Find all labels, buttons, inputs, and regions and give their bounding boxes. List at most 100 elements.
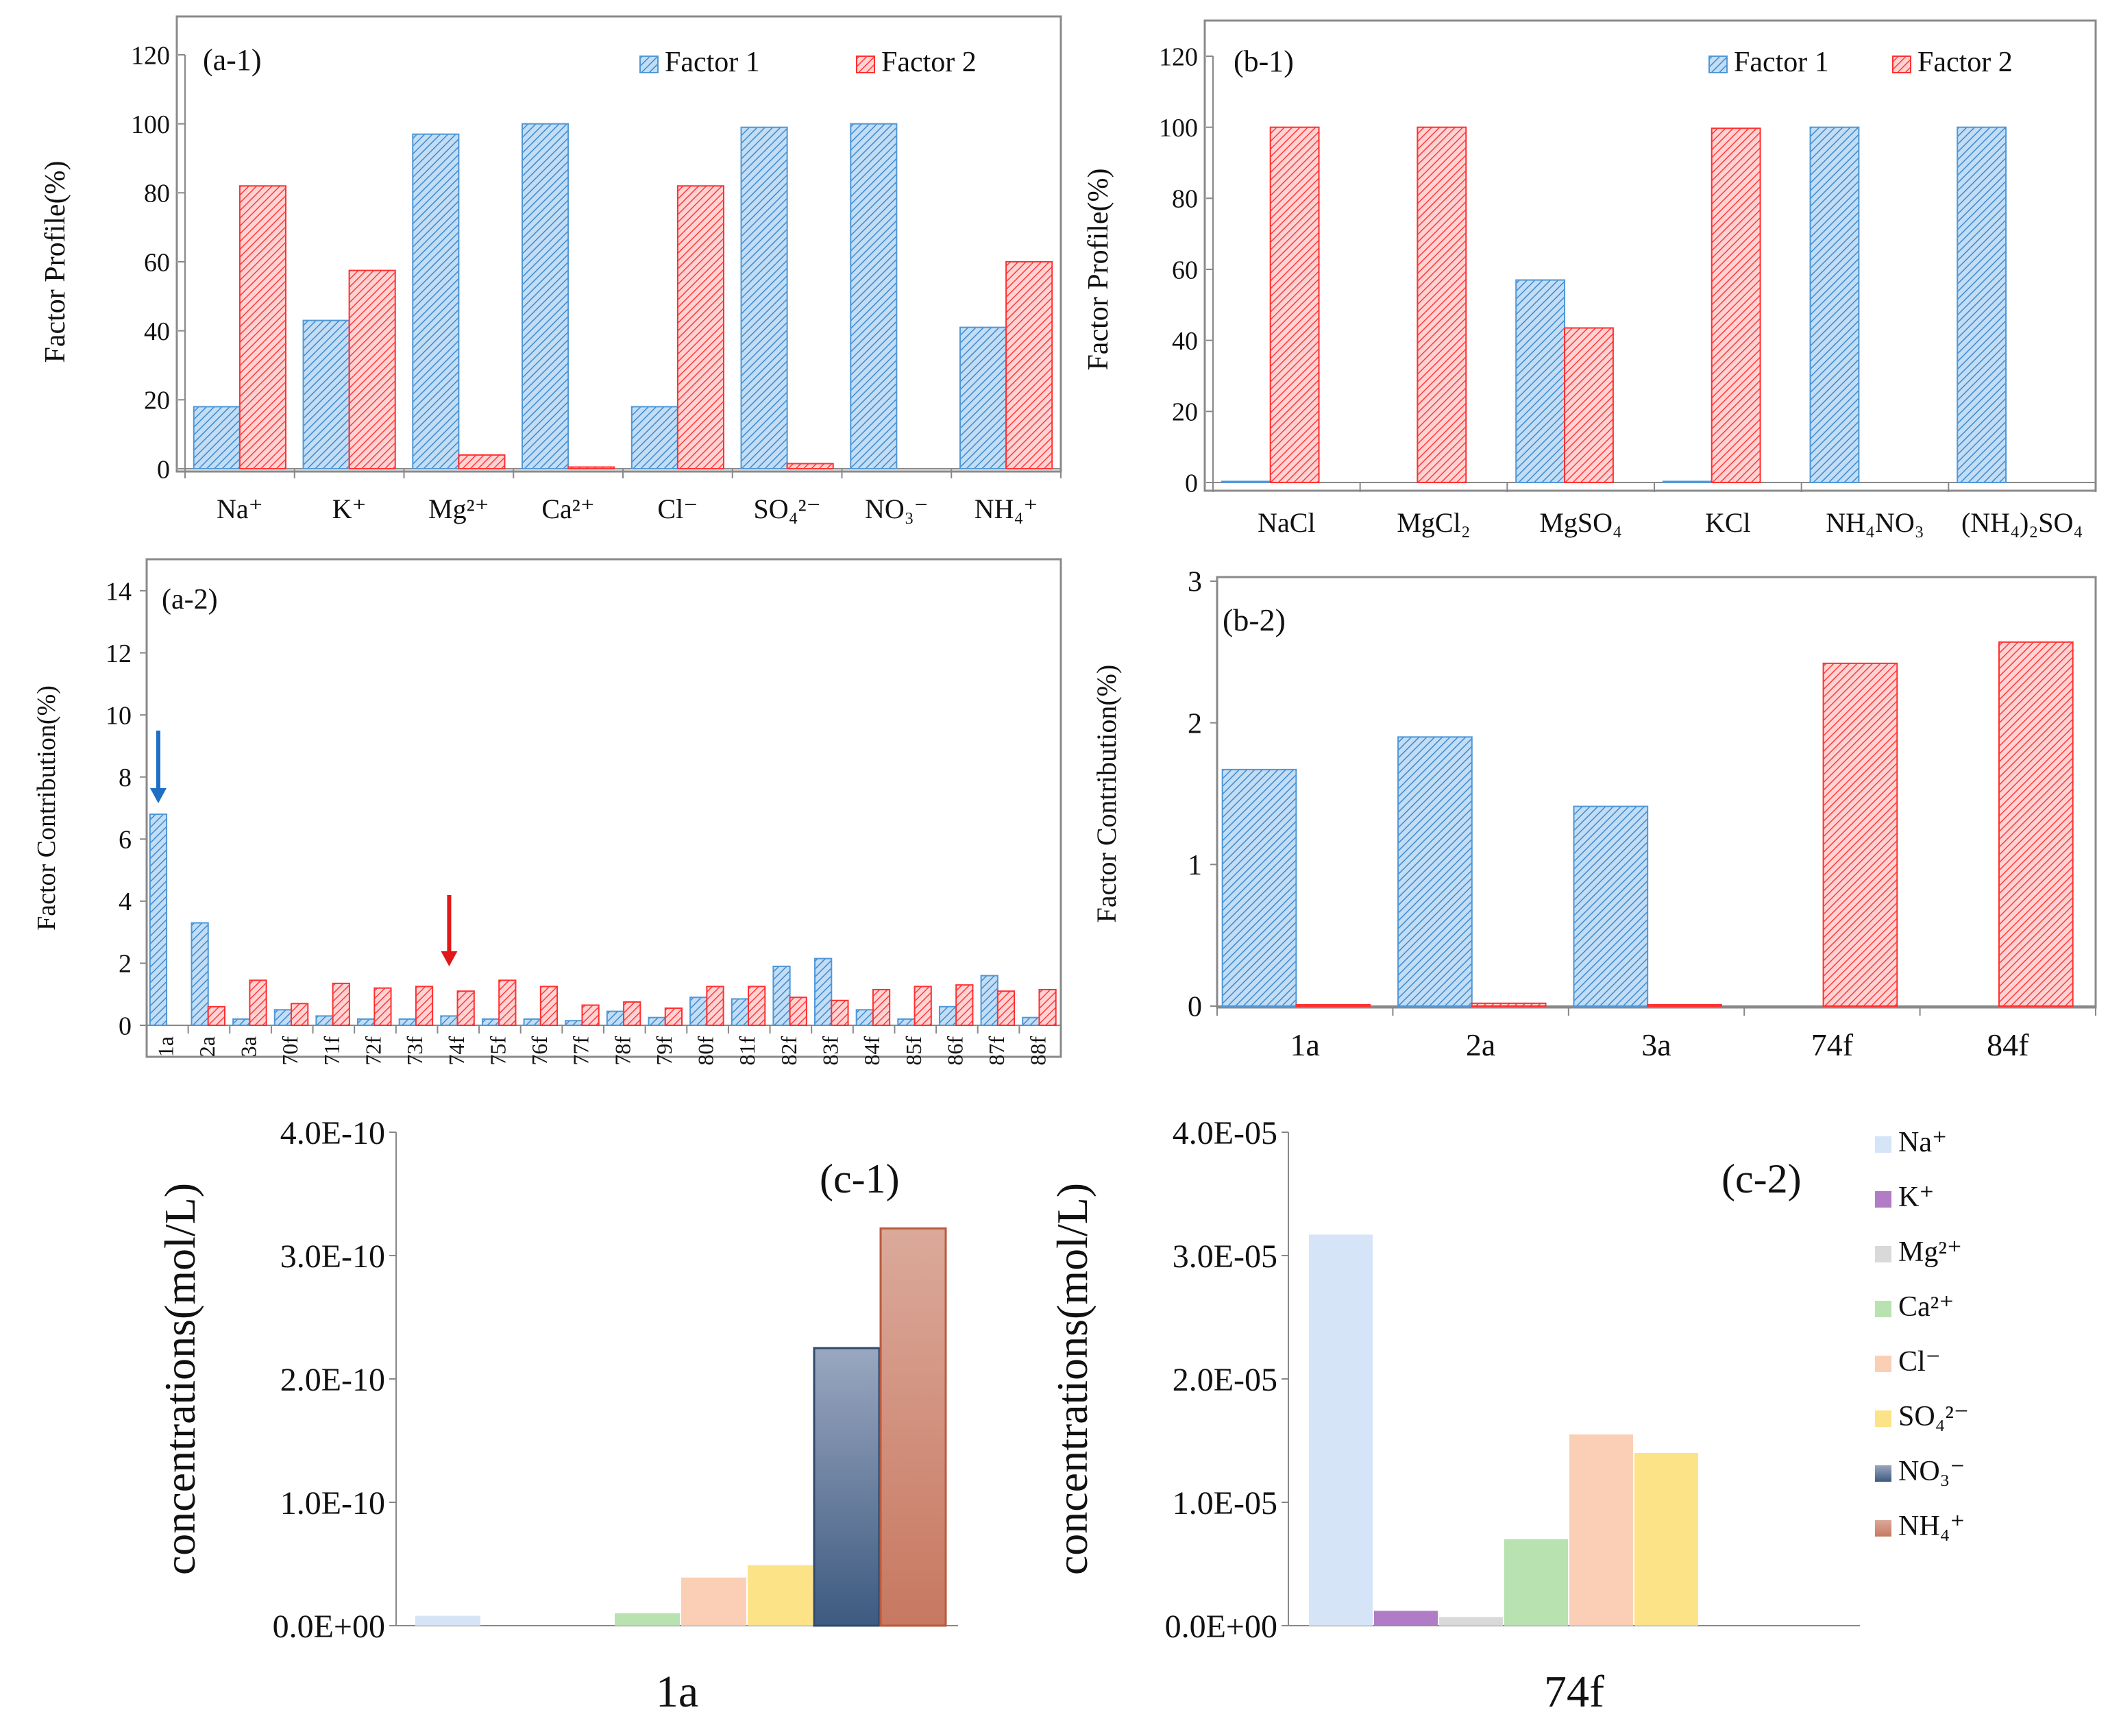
y-tick-label: 4.0E-10 (280, 1115, 385, 1151)
bar-factor2-2a (1471, 1002, 1547, 1007)
legend-label: NH₄⁺ (1898, 1511, 1965, 1542)
legend-swatch (1875, 1136, 1891, 1153)
y-tick-label: 3.0E-10 (280, 1238, 385, 1275)
x-tick-label: 1a (1290, 1027, 1319, 1062)
panel-b1-frame (1203, 19, 2097, 492)
bar-SO₄²⁻ (1634, 1453, 1698, 1626)
x-tick-label: 73f (402, 1036, 427, 1066)
x-tick-label: 74f (444, 1036, 469, 1066)
bar-Cl⁻ (681, 1577, 746, 1626)
legend-label: Factor 2 (881, 47, 977, 78)
legend-label: Factor 1 (1734, 47, 1829, 78)
bar-factor2-86f (955, 984, 974, 1026)
bar-factor2-75f (498, 979, 517, 1026)
x-tick-label: NH₄⁺ (975, 493, 1038, 524)
bar-factor2-2a (207, 1005, 225, 1027)
bar-factor2-70f (291, 1003, 309, 1027)
x-tick-label: 78f (610, 1036, 635, 1066)
bar-K⁺ (1374, 1611, 1438, 1626)
x-tick-label: Cl⁻ (657, 493, 698, 524)
y-tick-label: 0 (119, 1012, 132, 1040)
bar-factor1-1a (149, 814, 168, 1026)
x-tick-label: (NH₄)₂SO₄ (1961, 507, 2083, 538)
x-tick-label: 76f (527, 1036, 552, 1066)
bar-factor2-KCl (1711, 127, 1761, 483)
y-axis-label: Factor Profile(%) (40, 160, 71, 363)
bar-factor2-73f (415, 986, 434, 1026)
bar-factor1-NO₃⁻ (850, 123, 898, 470)
panel-title: (b-1) (1234, 45, 1294, 78)
x-tick-label: 2a (1466, 1027, 1495, 1062)
x-tick-label: 80f (694, 1036, 718, 1066)
legend-swatch (1875, 1465, 1891, 1482)
x-axis-label: 1a (656, 1667, 698, 1717)
bar-factor2-3a (1647, 1003, 1722, 1007)
bar-factor2-NaCl (1269, 126, 1320, 483)
bar-factor1-SO₄²⁻ (740, 126, 788, 469)
x-tick-label: NH₄NO₃ (1826, 507, 1924, 538)
y-axis-label: concentrations(mol/L) (1048, 1183, 1096, 1575)
panel-a2-frame (145, 558, 1062, 1058)
x-tick-label: Mg²⁺ (428, 493, 489, 524)
y-tick-label: 4.0E-05 (1173, 1115, 1277, 1151)
bar-factor1-72f (357, 1018, 376, 1027)
x-tick-label: 86f (942, 1036, 967, 1066)
bar-factor1-3a (232, 1018, 251, 1027)
bar-factor1-2a (1397, 736, 1473, 1007)
y-tick-label: 10 (106, 701, 132, 730)
bar-factor1-Mg²⁺ (412, 133, 460, 469)
y-tick-label: 4 (119, 888, 132, 916)
x-tick-label: 83f (818, 1036, 843, 1066)
legend-label: Ca²⁺ (1898, 1291, 1954, 1323)
x-tick-label: 1a (153, 1036, 177, 1057)
bar-factor1-Ca²⁺ (522, 123, 569, 470)
bar-factor2-87f (996, 990, 1016, 1026)
legend-swatch (1875, 1356, 1891, 1372)
x-tick-label: 85f (901, 1036, 926, 1066)
panel-a1-frame (175, 15, 1062, 473)
annotation-arrow-red (441, 951, 458, 966)
bar-factor2-3a (249, 979, 267, 1026)
legend-swatch (1875, 1301, 1891, 1317)
bar-factor2-72f (373, 987, 392, 1026)
bar-factor1-71f (315, 1015, 334, 1027)
x-tick-label: 75f (485, 1036, 510, 1066)
y-tick-label: 120 (1159, 42, 1198, 71)
bar-factor2-NH₄⁺ (1005, 261, 1053, 469)
bar-factor1-76f (523, 1018, 541, 1027)
bar-factor1-81f (731, 998, 750, 1027)
bar-SO₄²⁻ (748, 1565, 813, 1626)
bar-factor1-83f (814, 957, 833, 1027)
panel-title: (a-2) (162, 584, 218, 615)
x-tick-label: NO₃⁻ (865, 493, 929, 524)
y-tick-label: 0 (157, 455, 170, 484)
annotation-arrow-blue (149, 788, 167, 803)
x-tick-label: 77f (569, 1036, 593, 1066)
bar-factor1-85f (897, 1018, 916, 1027)
x-tick-label: Ca²⁺ (541, 493, 595, 524)
bar-factor2-MgCl₂ (1417, 126, 1467, 483)
y-axis-label: concentrations(mol/L) (156, 1183, 204, 1575)
bar-factor1-70f (273, 1009, 293, 1027)
panel-title: (c-2) (1721, 1156, 1802, 1201)
bar-factor1-NaCl (1221, 480, 1271, 484)
bar-factor2-82f (789, 997, 807, 1026)
x-tick-label: KCl (1705, 507, 1751, 538)
bar-Cl⁻ (1569, 1434, 1633, 1626)
y-tick-label: 12 (106, 639, 132, 668)
bar-NO₃⁻ (813, 1347, 881, 1627)
x-tick-label: 3a (1641, 1027, 1671, 1062)
panel-title: (a-1) (203, 43, 262, 77)
bar-factor1-MgSO₄ (1515, 279, 1566, 483)
chart-c1: 0.0E+00 1.0E-10 2.0E-10 3.0E-10 4.0E-10 (c-1)… (156, 1115, 958, 1717)
legend-swatch (1875, 1191, 1891, 1208)
bar-factor1-NH₄⁺ (959, 326, 1007, 469)
x-tick-label: MgSO₄ (1539, 507, 1622, 538)
y-tick-label: 80 (1172, 185, 1198, 214)
bar-factor1-2a (191, 922, 209, 1026)
bar-factor1-86f (938, 1005, 957, 1027)
legend-label: Na⁺ (1898, 1127, 1947, 1158)
x-tick-label: 84f (1987, 1027, 2029, 1062)
bar-Ca²⁺ (615, 1613, 680, 1626)
